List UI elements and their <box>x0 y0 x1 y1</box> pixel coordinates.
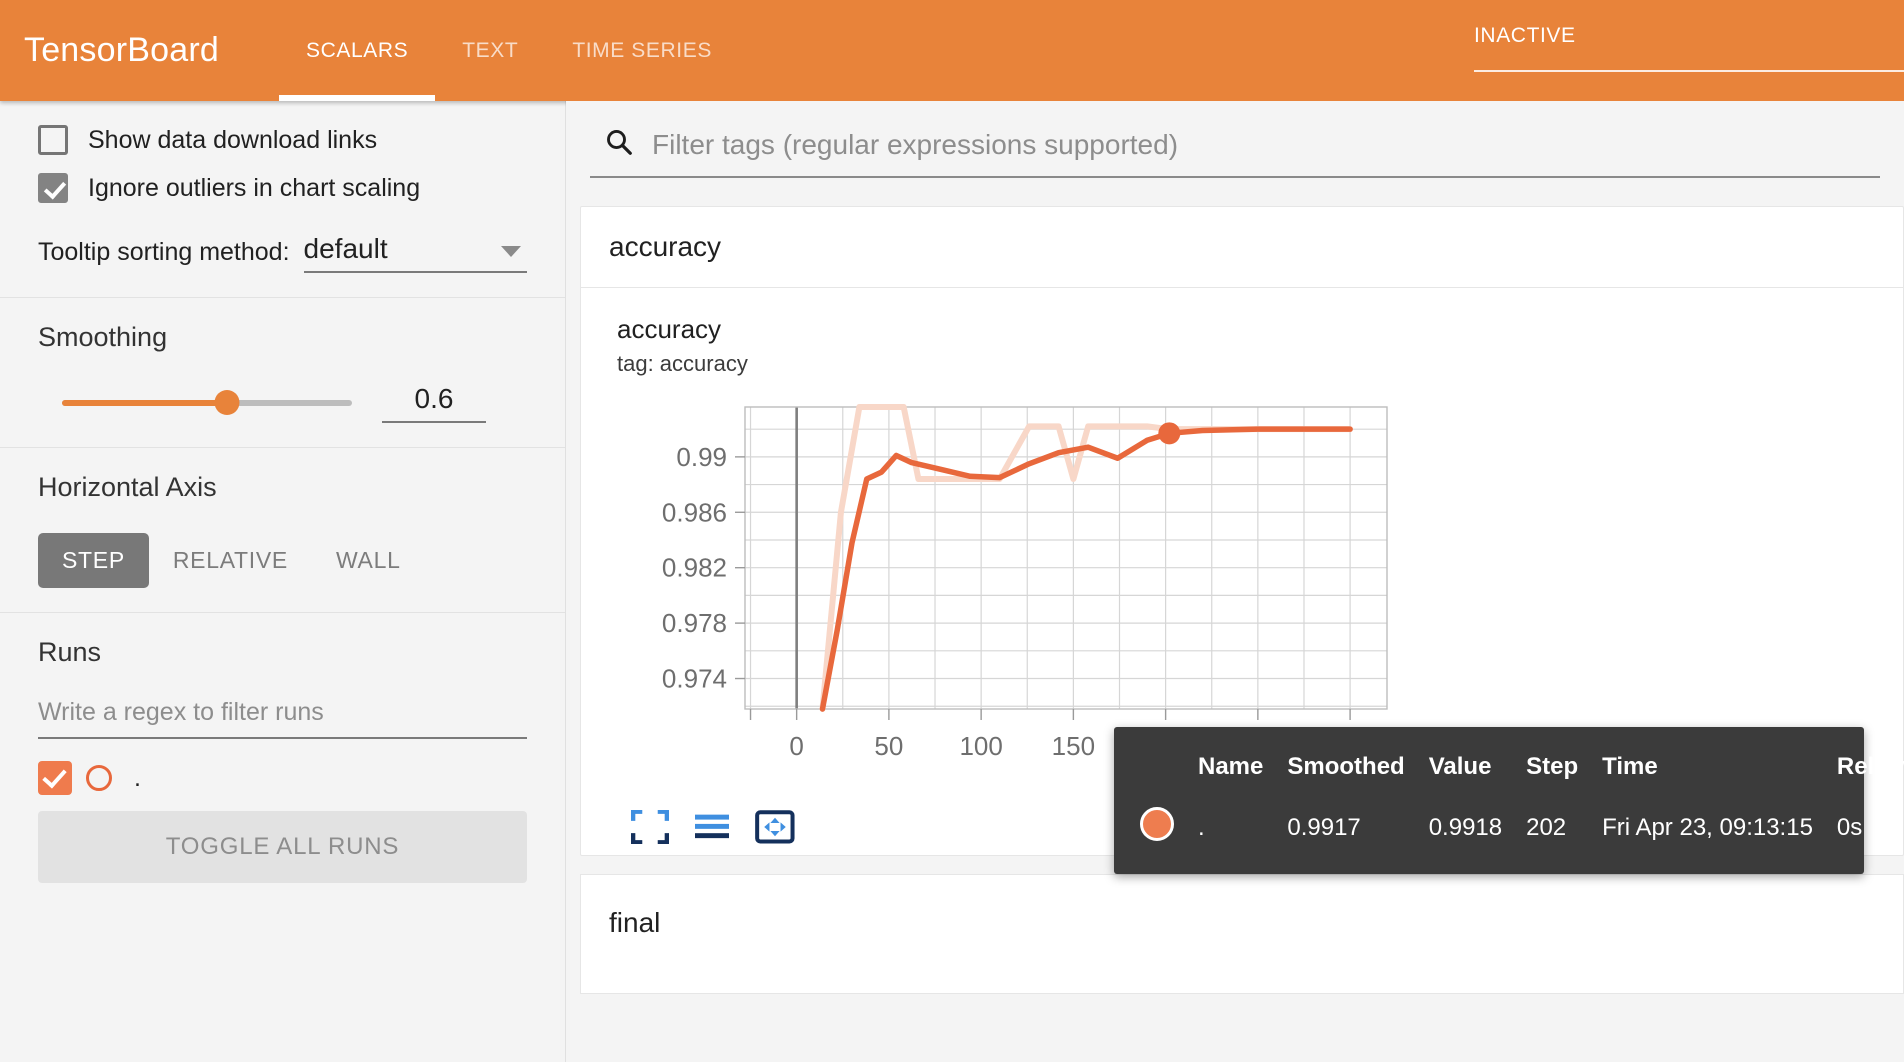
tooltip-cell-relative: 0s <box>1836 813 1863 841</box>
run-name-label: . <box>134 763 141 792</box>
sidebar-section-smoothing: Smoothing 0.6 <box>0 298 565 448</box>
search-icon <box>604 127 634 162</box>
tooltip-sorting-select[interactable]: default <box>303 233 527 273</box>
tooltip-data-row: . 0.9917 0.9918 202 Fri Apr 23, 09:13:15… <box>1140 807 1904 848</box>
smoothing-row: 0.6 <box>38 383 527 423</box>
smoothing-slider[interactable] <box>62 390 352 415</box>
chevron-down-icon <box>501 246 521 257</box>
tab-scalars[interactable]: SCALARS <box>278 0 436 101</box>
run-list-item[interactable]: . <box>38 761 527 795</box>
tooltip-col-smoothed: Smoothed <box>1287 753 1405 780</box>
axis-button-relative[interactable]: RELATIVE <box>172 547 288 573</box>
chart-card-final: final <box>580 874 1904 994</box>
checkbox-label-ignore-outliers: Ignore outliers in chart scaling <box>88 173 421 202</box>
sidebar: Show data download links Ignore outliers… <box>0 101 566 1062</box>
checkbox-label-show-download-links: Show data download links <box>88 125 378 154</box>
chart-toolbar <box>631 809 1903 845</box>
tooltip-table: Name Smoothed Value Step Time Relative .… <box>1140 753 1904 848</box>
runs-filter-input[interactable]: Write a regex to filter runs <box>38 698 527 739</box>
horizontal-axis-button-group: STEP RELATIVE WALL <box>38 533 527 588</box>
pan-icon[interactable] <box>755 809 795 845</box>
tab-text-label: TEXT <box>462 38 519 62</box>
chart-tag-label: tag: accuracy <box>617 351 748 376</box>
tag-filter-placeholder: Filter tags (regular expressions support… <box>652 128 1179 160</box>
body-wrapper: Show data download links Ignore outliers… <box>0 101 1904 1062</box>
smoothing-slider-fill <box>62 400 228 406</box>
lines-icon[interactable] <box>693 810 731 844</box>
tooltip-col-relative: Relative <box>1836 753 1904 780</box>
tab-time-series-label: TIME SERIES <box>572 38 712 62</box>
series-color-dot-icon <box>1140 807 1174 841</box>
nav-tabs: SCALARS TEXT TIME SERIES <box>278 0 739 101</box>
tooltip-cell-value: 0.9918 <box>1428 813 1503 841</box>
svg-text:0: 0 <box>789 731 803 761</box>
tooltip-col-step: Step <box>1526 753 1579 780</box>
tab-scalars-label: SCALARS <box>305 38 409 62</box>
tag-filter-bar[interactable]: Filter tags (regular expressions support… <box>590 101 1880 178</box>
tooltip-header-row: Name Smoothed Value Step Time Relative <box>1140 753 1904 807</box>
tooltip-sorting-label: Tooltip sorting method: <box>38 238 290 266</box>
smoothing-title: Smoothing <box>38 322 168 352</box>
sidebar-section-horizontal-axis: Horizontal Axis STEP RELATIVE WALL <box>0 448 565 613</box>
sidebar-section-runs: Runs Write a regex to filter runs . TOGG… <box>0 613 565 907</box>
inactive-status-select[interactable]: INACTIVE <box>1474 24 1904 72</box>
run-color-circle-icon <box>86 765 112 791</box>
checkbox-checked-icon[interactable] <box>38 173 68 203</box>
tooltip-col-value: Value <box>1428 753 1492 780</box>
svg-text:0.978: 0.978 <box>662 608 727 638</box>
tab-time-series[interactable]: TIME SERIES <box>545 0 739 101</box>
svg-text:0.99: 0.99 <box>676 442 727 472</box>
tooltip-col-name: Name <box>1198 753 1264 780</box>
chart-card-header: accuracy <box>581 207 1903 288</box>
checkbox-unchecked-icon[interactable] <box>38 125 68 155</box>
chart-card-final-label: final <box>609 907 661 938</box>
app-bar: TensorBoard SCALARS TEXT TIME SERIES INA… <box>0 0 1904 101</box>
axis-button-wall[interactable]: WALL <box>335 547 401 573</box>
tooltip-sorting-row: Tooltip sorting method: default <box>38 233 527 273</box>
tooltip-col-swatch <box>1140 753 1198 807</box>
svg-text:150: 150 <box>1052 731 1095 761</box>
main-content: Filter tags (regular expressions support… <box>566 101 1904 1062</box>
run-checkbox-checked-icon[interactable] <box>38 761 72 795</box>
tooltip-col-time: Time <box>1602 753 1658 780</box>
svg-text:0.986: 0.986 <box>662 497 727 527</box>
app-brand: TensorBoard <box>24 31 219 69</box>
tooltip-cell-time: Fri Apr 23, 09:13:15 <box>1602 813 1813 841</box>
tooltip-series-swatch <box>1140 807 1198 848</box>
sidebar-section-options: Show data download links Ignore outliers… <box>0 101 565 298</box>
checkbox-row-show-download-links[interactable]: Show data download links <box>38 125 527 155</box>
smoothing-slider-knob[interactable] <box>214 390 240 415</box>
toggle-all-runs-button[interactable]: TOGGLE ALL RUNS <box>38 811 527 883</box>
svg-text:100: 100 <box>959 731 1002 761</box>
chart-tooltip: Name Smoothed Value Step Time Relative .… <box>1114 727 1904 874</box>
smoothing-value-input[interactable]: 0.6 <box>382 383 486 423</box>
expand-icon[interactable] <box>631 810 669 844</box>
tooltip-cell-name: . <box>1198 813 1205 841</box>
tooltip-cell-smoothed: 0.9917 <box>1287 813 1361 841</box>
checkbox-row-ignore-outliers[interactable]: Ignore outliers in chart scaling <box>38 173 527 203</box>
tooltip-cell-step: 202 <box>1526 813 1567 841</box>
app-bar-right: INACTIVE <box>1474 24 1904 72</box>
horizontal-axis-title: Horizontal Axis <box>38 472 217 502</box>
chart-title: accuracy <box>617 314 722 344</box>
svg-text:0.982: 0.982 <box>662 553 727 583</box>
tooltip-sorting-value: default <box>303 233 388 264</box>
svg-text:50: 50 <box>874 731 903 761</box>
axis-button-step[interactable]: STEP <box>38 533 149 588</box>
svg-text:0.974: 0.974 <box>662 664 727 694</box>
runs-title: Runs <box>38 637 102 667</box>
tab-text[interactable]: TEXT <box>435 0 545 101</box>
